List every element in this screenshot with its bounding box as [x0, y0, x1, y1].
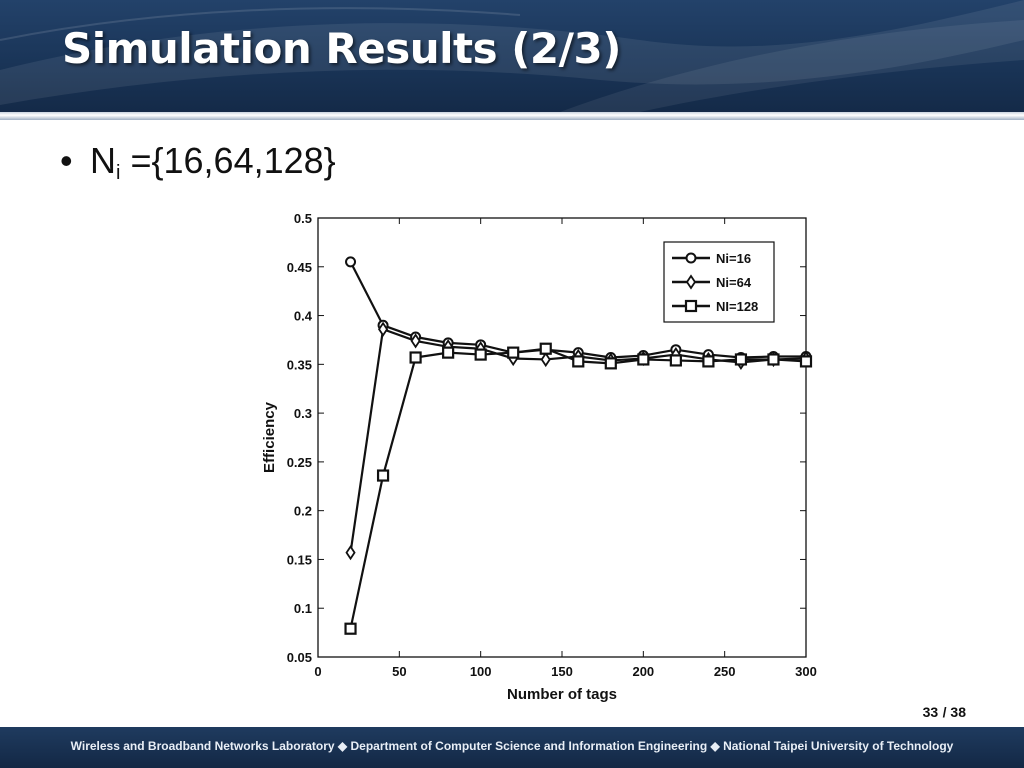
- legend-label: NI=128: [716, 299, 758, 314]
- data-point-square: [702, 355, 715, 368]
- slide-header: Simulation Results (2/3): [0, 0, 1024, 112]
- y-tick-label: 0.35: [287, 357, 312, 372]
- y-tick-label: 0.1: [294, 601, 312, 616]
- legend-label: Ni=16: [716, 251, 751, 266]
- page-number: 33 / 38: [923, 704, 966, 722]
- data-point-square: [604, 357, 617, 370]
- data-point-diamond: [345, 544, 356, 561]
- y-tick-label: 0.45: [287, 260, 312, 275]
- y-tick-label: 0.05: [287, 650, 312, 665]
- data-point-diamond: [410, 333, 421, 349]
- data-point-square: [734, 353, 748, 366]
- y-axis-label: Efficiency: [261, 401, 278, 473]
- x-tick-label: 100: [470, 664, 492, 679]
- data-point-square: [442, 346, 455, 359]
- data-point-square: [767, 353, 780, 366]
- x-tick-label: 250: [714, 664, 736, 679]
- y-tick-label: 0.2: [294, 504, 312, 519]
- y-tick-label: 0.5: [294, 211, 312, 226]
- x-tick-label: 200: [632, 664, 654, 679]
- y-tick-label: 0.3: [294, 406, 312, 421]
- page-current: 33: [922, 704, 939, 720]
- data-point-square: [637, 353, 650, 366]
- data-point-diamond: [540, 351, 551, 368]
- data-point-square: [669, 354, 682, 367]
- legend-label: Ni=64: [716, 275, 752, 290]
- x-tick-label: 300: [795, 664, 817, 679]
- data-point-square: [474, 348, 487, 361]
- efficiency-chart: 0 50 100 150 200 250 300 0.05 0.1 0.15 0.2 0.25 0.3 0…: [261, 211, 817, 703]
- legend-marker-square: [684, 299, 698, 313]
- data-point-square: [799, 355, 813, 368]
- chart-legend: Ni=16 Ni=64 NI=128: [663, 241, 775, 323]
- bullet-text: ={16,64,128}: [120, 140, 336, 181]
- x-tick-label: 0: [314, 664, 321, 679]
- page-total: / 38: [942, 704, 966, 720]
- slide-title: Simulation Results (2/3): [62, 24, 621, 73]
- bullet-symbol: N: [90, 140, 116, 181]
- data-point-square: [409, 351, 422, 364]
- series-square: [344, 342, 813, 635]
- bullet-item: • Ni ={16,64,128}: [60, 140, 336, 185]
- x-tick-label: 150: [551, 664, 573, 679]
- data-point-circle: [345, 256, 357, 268]
- data-point-square: [539, 342, 552, 355]
- data-point-square: [376, 469, 390, 482]
- data-point-diamond: [377, 321, 389, 337]
- legend-marker-diamond: [685, 274, 697, 290]
- data-point-square: [572, 355, 585, 368]
- legend-marker-circle: [685, 252, 697, 264]
- y-tick-label: 0.25: [287, 455, 312, 470]
- y-tick-label: 0.4: [294, 309, 313, 324]
- bullet-subscript: i: [116, 162, 121, 184]
- bullet-marker: •: [60, 140, 73, 181]
- slide-footer: Wireless and Broadband Networks Laborato…: [0, 727, 1024, 768]
- y-tick-label: 0.15: [287, 552, 312, 567]
- x-tick-label: 50: [392, 664, 406, 679]
- footer-text: Wireless and Broadband Networks Laborato…: [70, 739, 954, 753]
- data-point-square: [507, 346, 520, 359]
- x-axis-label: Number of tags: [507, 686, 617, 703]
- header-divider: [0, 112, 1024, 120]
- header-swoosh-decoration: [0, 0, 1024, 112]
- data-point-square: [344, 622, 357, 635]
